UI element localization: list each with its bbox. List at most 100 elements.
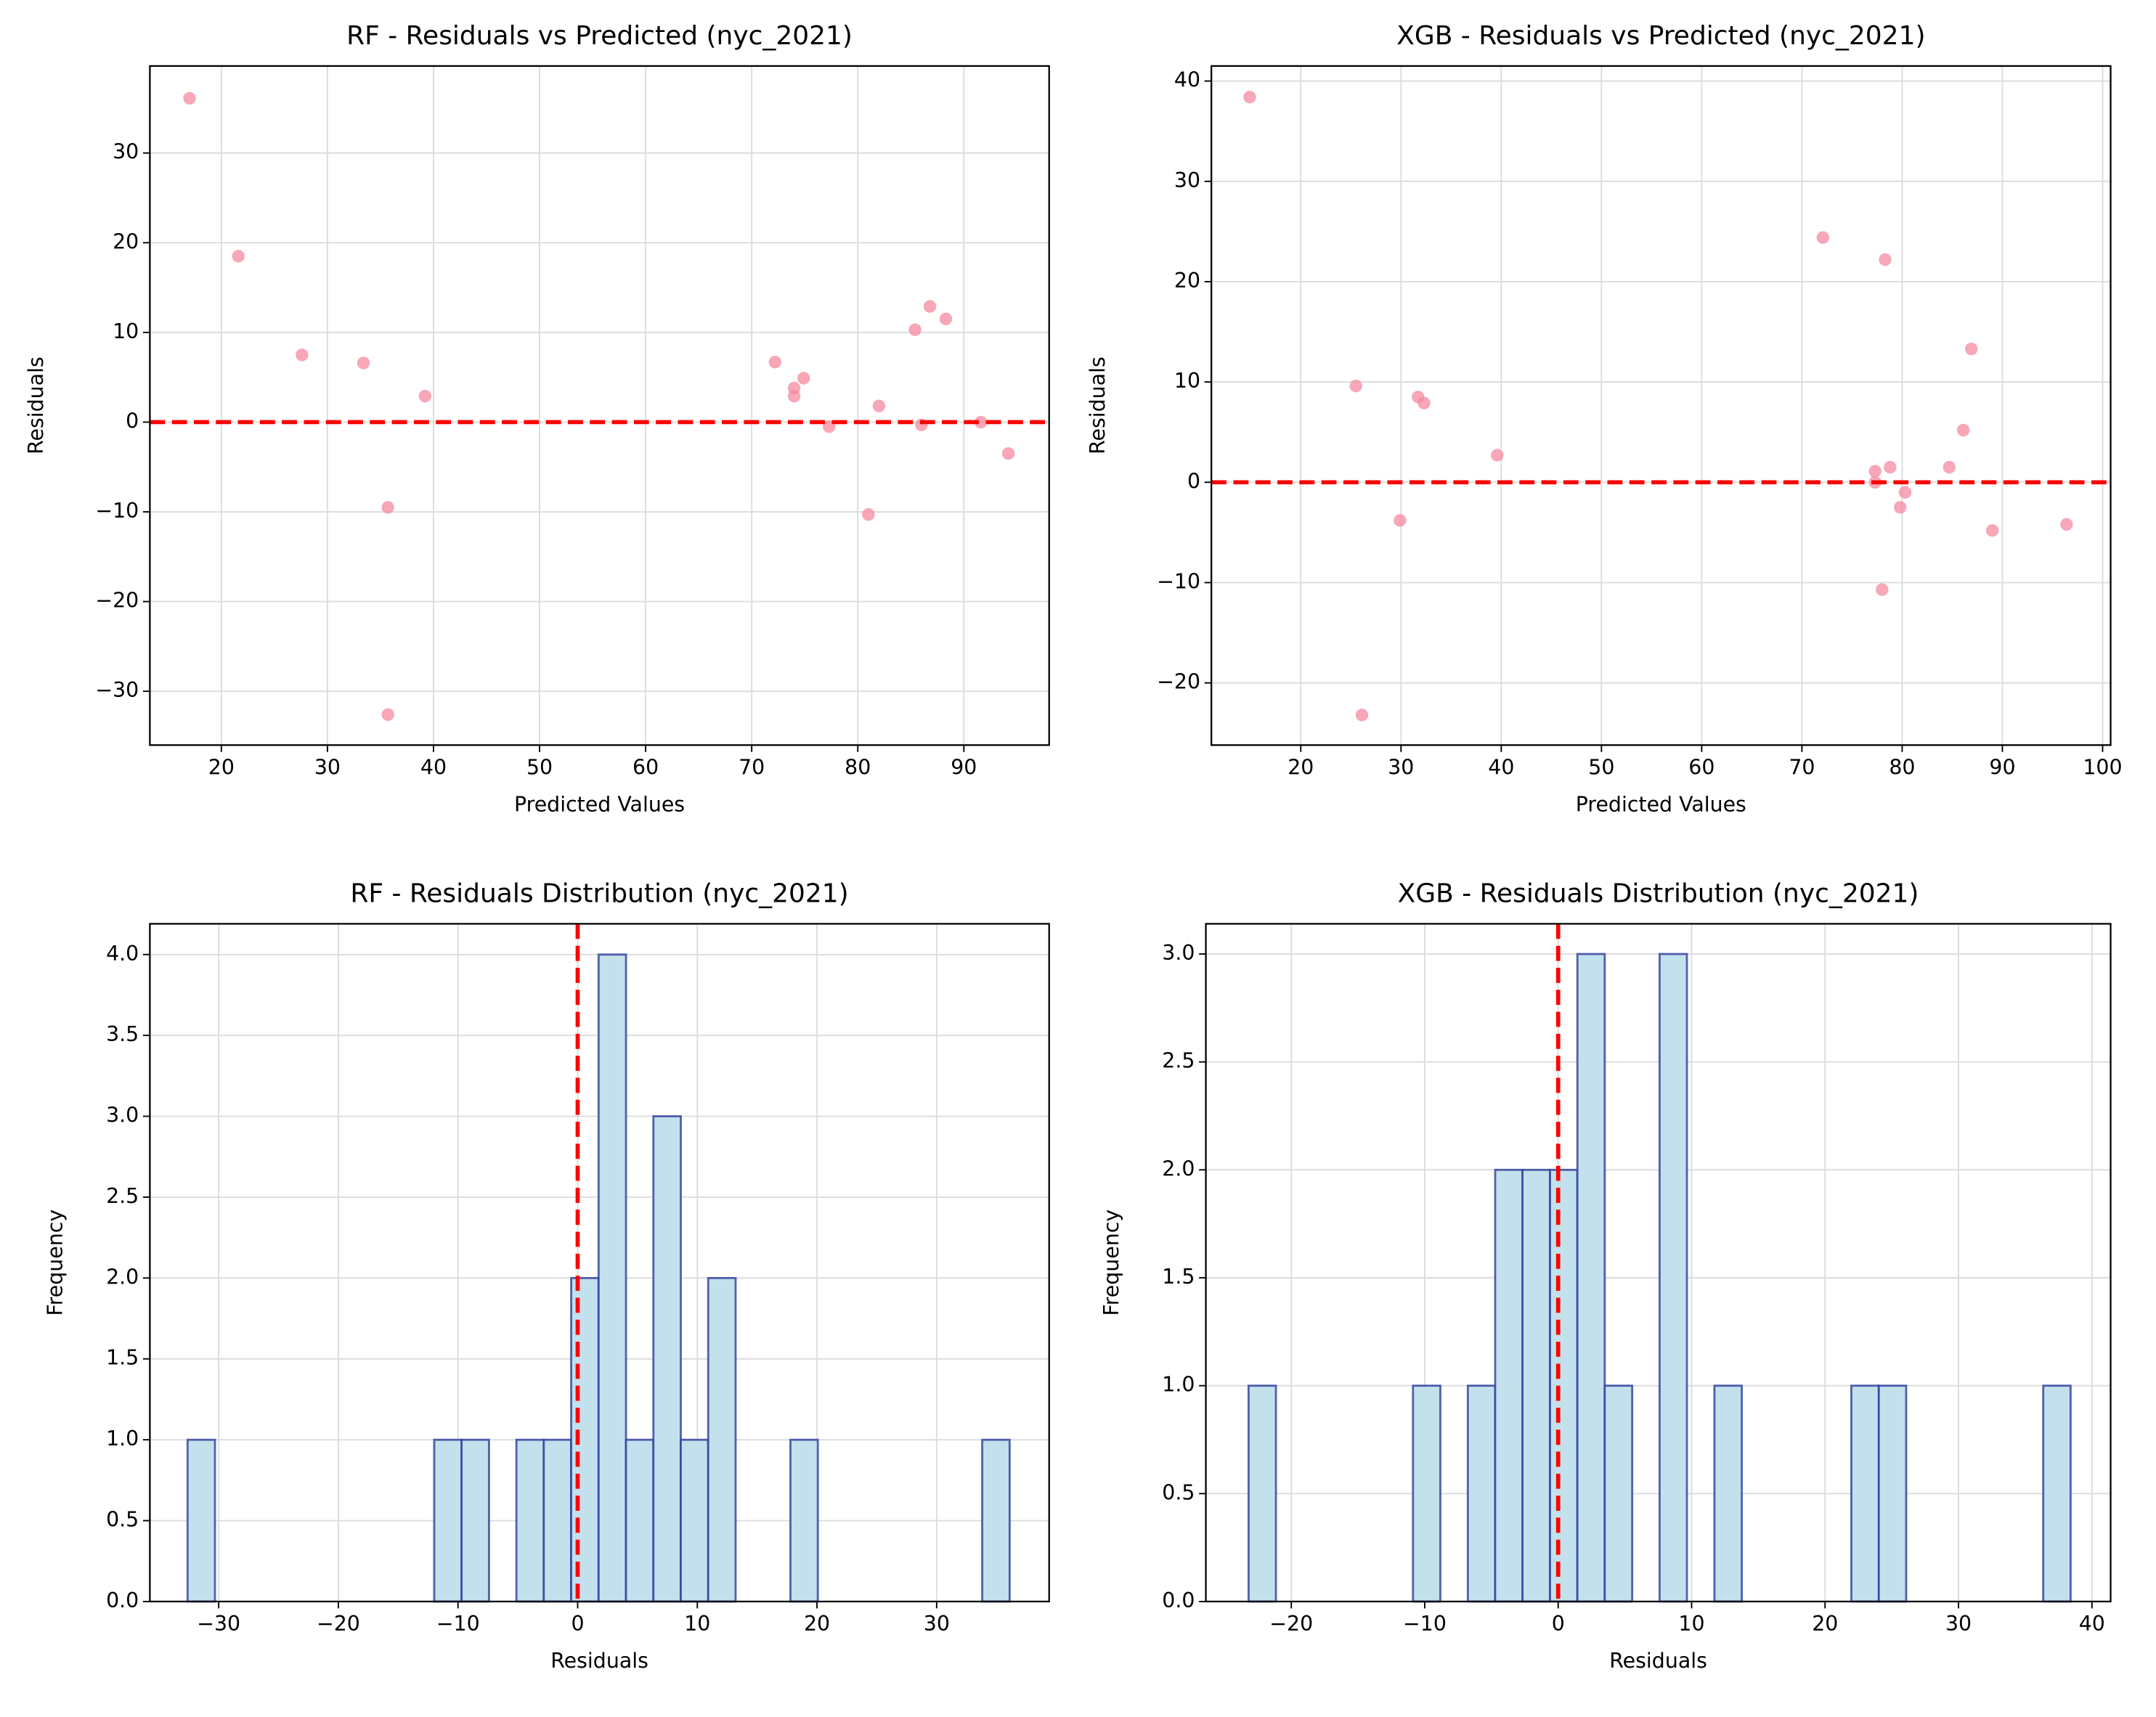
point xyxy=(357,356,370,370)
point xyxy=(1394,514,1407,527)
y-tick-label: 3.5 xyxy=(106,1022,139,1046)
x-tick-label: 80 xyxy=(845,755,871,779)
x-tick-label: −10 xyxy=(436,1612,480,1636)
bar xyxy=(2042,1384,2072,1603)
point xyxy=(381,501,394,514)
y-tick-label: 0 xyxy=(1187,469,1200,493)
x-tick-label: 90 xyxy=(951,755,977,779)
point xyxy=(939,312,953,326)
y-tick-label: −20 xyxy=(95,589,139,613)
bar xyxy=(707,1276,737,1603)
point xyxy=(1884,460,1897,474)
bar xyxy=(570,1276,600,1603)
x-tick-label: 50 xyxy=(526,755,553,779)
x-tick-label: 90 xyxy=(1989,755,2015,779)
bar xyxy=(1494,1168,1524,1603)
y-tick-label: 30 xyxy=(1174,168,1200,192)
point xyxy=(1943,460,1956,474)
bar xyxy=(1576,953,1606,1603)
bar xyxy=(597,953,627,1603)
y-tick-label: 0.0 xyxy=(106,1588,139,1612)
x-tick-label: 0 xyxy=(571,1612,584,1636)
y-tick-label: 0.5 xyxy=(106,1508,139,1532)
y-tick-label: 20 xyxy=(113,229,139,253)
bar xyxy=(1549,1168,1579,1603)
y-tick-label: 0 xyxy=(126,409,139,433)
point xyxy=(908,323,922,336)
y-tick-label: 3.0 xyxy=(106,1104,139,1127)
x-tick-label: 10 xyxy=(1678,1612,1704,1636)
axes-frame xyxy=(149,65,1050,746)
bar xyxy=(1412,1384,1441,1603)
y-tick-label: 2.5 xyxy=(1162,1049,1195,1073)
x-tick-label: −20 xyxy=(1269,1612,1313,1636)
point xyxy=(872,399,886,412)
chart-title: XGB - Residuals Distribution (nyc_2021) xyxy=(1398,879,1919,909)
bar xyxy=(1713,1384,1744,1603)
point xyxy=(1956,423,1970,437)
y-tick-label: 10 xyxy=(1174,369,1200,393)
point xyxy=(1355,709,1369,722)
point xyxy=(768,355,782,369)
y-tick-label: 0.5 xyxy=(1162,1480,1195,1504)
x-axis-label: Residuals xyxy=(550,1649,648,1673)
x-tick-label: 70 xyxy=(1789,755,1815,779)
x-tick-label: −10 xyxy=(1403,1612,1447,1636)
x-tick-label: 80 xyxy=(1889,755,1915,779)
point xyxy=(797,372,810,385)
point xyxy=(1879,253,1892,266)
point xyxy=(1964,342,1978,356)
y-tick-label: 1.0 xyxy=(1162,1373,1195,1397)
x-axis-label: Predicted Values xyxy=(514,793,685,817)
x-tick-label: 50 xyxy=(1588,755,1614,779)
y-tick-label: 40 xyxy=(1174,68,1200,92)
point xyxy=(1898,486,1912,499)
x-tick-label: 20 xyxy=(1288,755,1314,779)
y-tick-label: 2.0 xyxy=(106,1265,139,1289)
point xyxy=(1816,231,1830,244)
bar xyxy=(186,1438,216,1603)
point xyxy=(418,389,431,403)
point xyxy=(1243,91,1256,104)
y-tick-label: −30 xyxy=(95,678,139,702)
chart-title: RF - Residuals Distribution (nyc_2021) xyxy=(350,879,848,909)
x-tick-label: 30 xyxy=(314,755,341,779)
bar xyxy=(652,1115,682,1603)
y-tick-label: 1.0 xyxy=(106,1427,139,1451)
axes-frame xyxy=(1211,65,2112,746)
point xyxy=(1417,396,1431,409)
bar xyxy=(680,1438,709,1603)
x-tick-label: 20 xyxy=(804,1612,830,1636)
bar xyxy=(1850,1384,1880,1603)
y-axis-label: Residuals xyxy=(24,356,48,454)
x-tick-label: 20 xyxy=(1812,1612,1838,1636)
bar xyxy=(1658,953,1688,1603)
chart-title: XGB - Residuals vs Predicted (nyc_2021) xyxy=(1396,21,1925,51)
x-tick-label: 60 xyxy=(1688,755,1714,779)
x-tick-label: 30 xyxy=(1388,755,1414,779)
y-tick-label: 20 xyxy=(1174,269,1200,293)
bar xyxy=(789,1438,819,1603)
y-tick-label: 2.5 xyxy=(106,1184,139,1208)
x-tick-label: 40 xyxy=(2079,1612,2105,1636)
x-tick-label: 60 xyxy=(632,755,659,779)
bar xyxy=(433,1438,463,1603)
bar xyxy=(1521,1168,1551,1603)
bar xyxy=(1247,1384,1277,1603)
y-tick-label: 1.5 xyxy=(106,1346,139,1370)
bar xyxy=(542,1438,573,1603)
x-axis-label: Predicted Values xyxy=(1576,793,1746,817)
y-tick-label: 4.0 xyxy=(106,942,139,966)
x-tick-label: 20 xyxy=(208,755,235,779)
bar xyxy=(515,1438,545,1603)
point xyxy=(381,708,394,721)
chart-title: RF - Residuals vs Predicted (nyc_2021) xyxy=(346,21,853,51)
x-tick-label: 40 xyxy=(420,755,447,779)
y-tick-label: 0.0 xyxy=(1162,1588,1195,1612)
x-tick-label: 30 xyxy=(924,1612,950,1636)
point xyxy=(923,300,937,313)
x-tick-label: 70 xyxy=(739,755,765,779)
point xyxy=(2060,518,2073,531)
y-tick-label: −10 xyxy=(1157,569,1200,593)
